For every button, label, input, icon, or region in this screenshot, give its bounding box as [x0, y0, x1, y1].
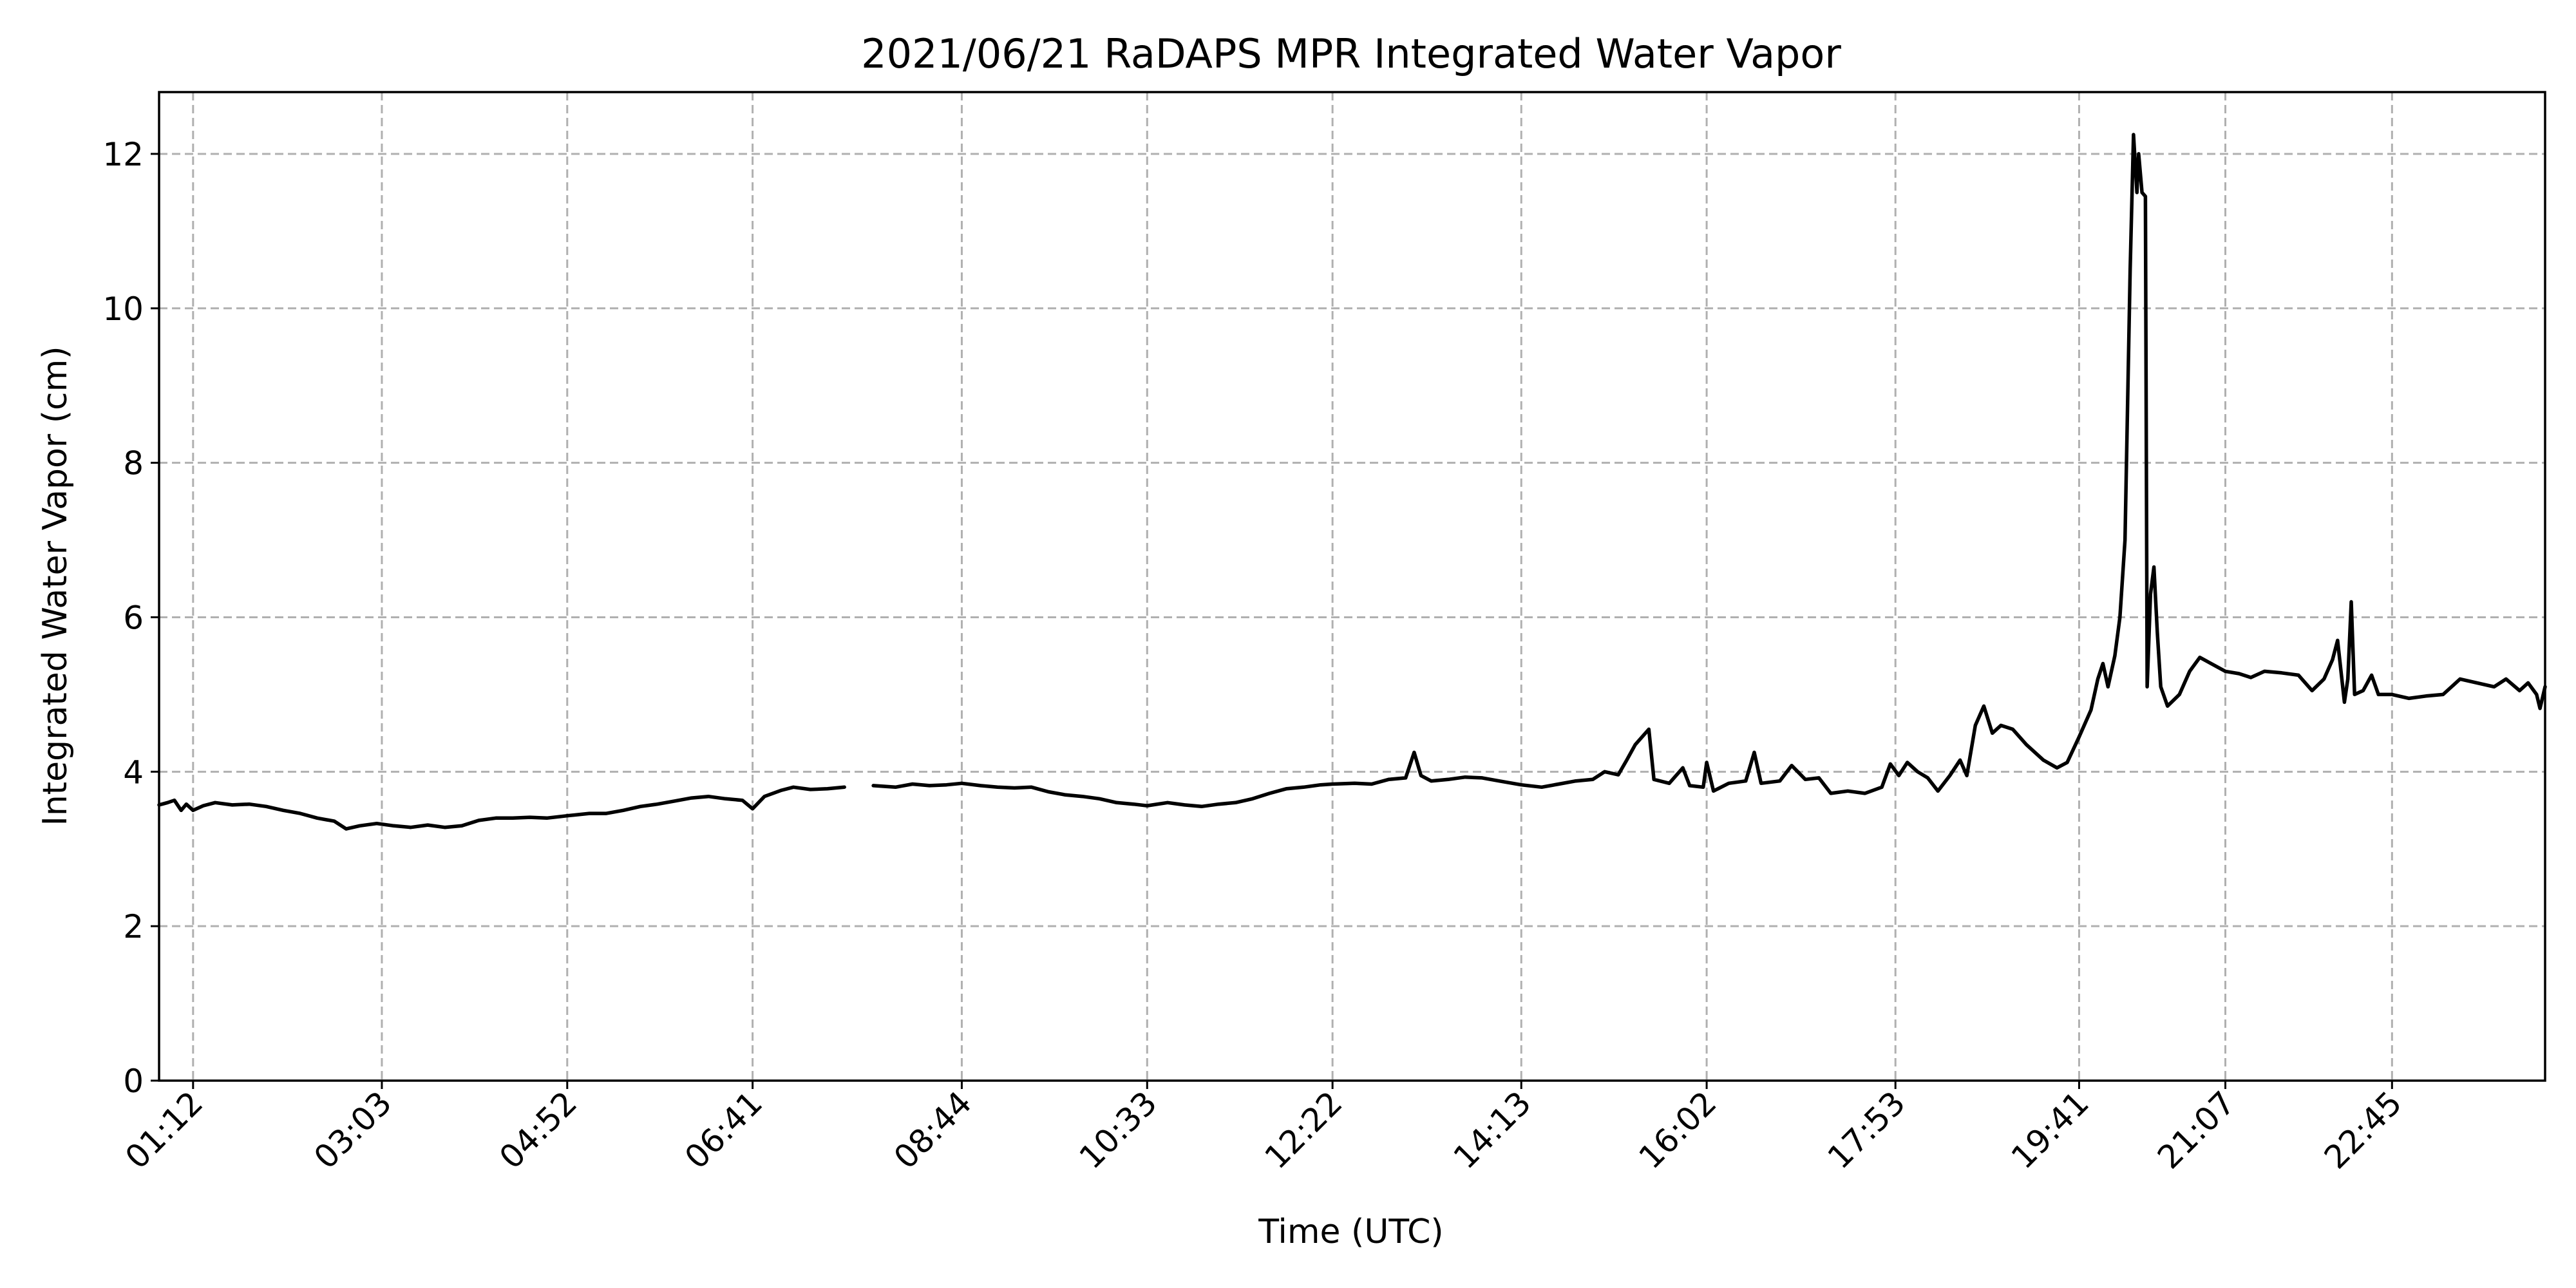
y-tick-label: 0 [123, 1063, 144, 1100]
x-tick-label: 19:41 [2004, 1084, 2096, 1176]
y-tick-label: 6 [123, 599, 144, 636]
y-tick-label: 12 [102, 136, 144, 173]
y-tick-label: 8 [123, 445, 144, 482]
series-line [157, 785, 846, 831]
y-tick-label: 4 [123, 753, 144, 791]
y-axis-label: Integrated Water Vapor (cm) [36, 346, 75, 826]
x-tick-label: 17:53 [1821, 1084, 1913, 1176]
x-tick-label: 22:45 [2317, 1084, 2409, 1176]
series-line [871, 133, 2547, 809]
plot-frame [158, 91, 2546, 1082]
x-tick-label: 03:03 [307, 1084, 399, 1176]
x-tick-label: 04:52 [492, 1084, 584, 1176]
x-tick-label: 06:41 [677, 1084, 770, 1176]
x-tick-label: 12:22 [1258, 1084, 1350, 1176]
grid-lines [159, 92, 2545, 1081]
x-tick-label: 10:33 [1072, 1084, 1164, 1176]
series-layer [157, 133, 2547, 831]
chart-title: 2021/06/21 RaDAPS MPR Integrated Water V… [861, 30, 1841, 77]
x-axis-label: Time (UTC) [1258, 1213, 1443, 1251]
x-tick-label: 08:44 [887, 1084, 979, 1176]
x-tick-label: 21:07 [2150, 1084, 2242, 1176]
y-tick-label: 2 [123, 908, 144, 945]
y-tick-label: 10 [102, 290, 144, 328]
x-tick-label: 14:13 [1446, 1084, 1539, 1176]
x-tick-label: 16:02 [1632, 1084, 1724, 1176]
